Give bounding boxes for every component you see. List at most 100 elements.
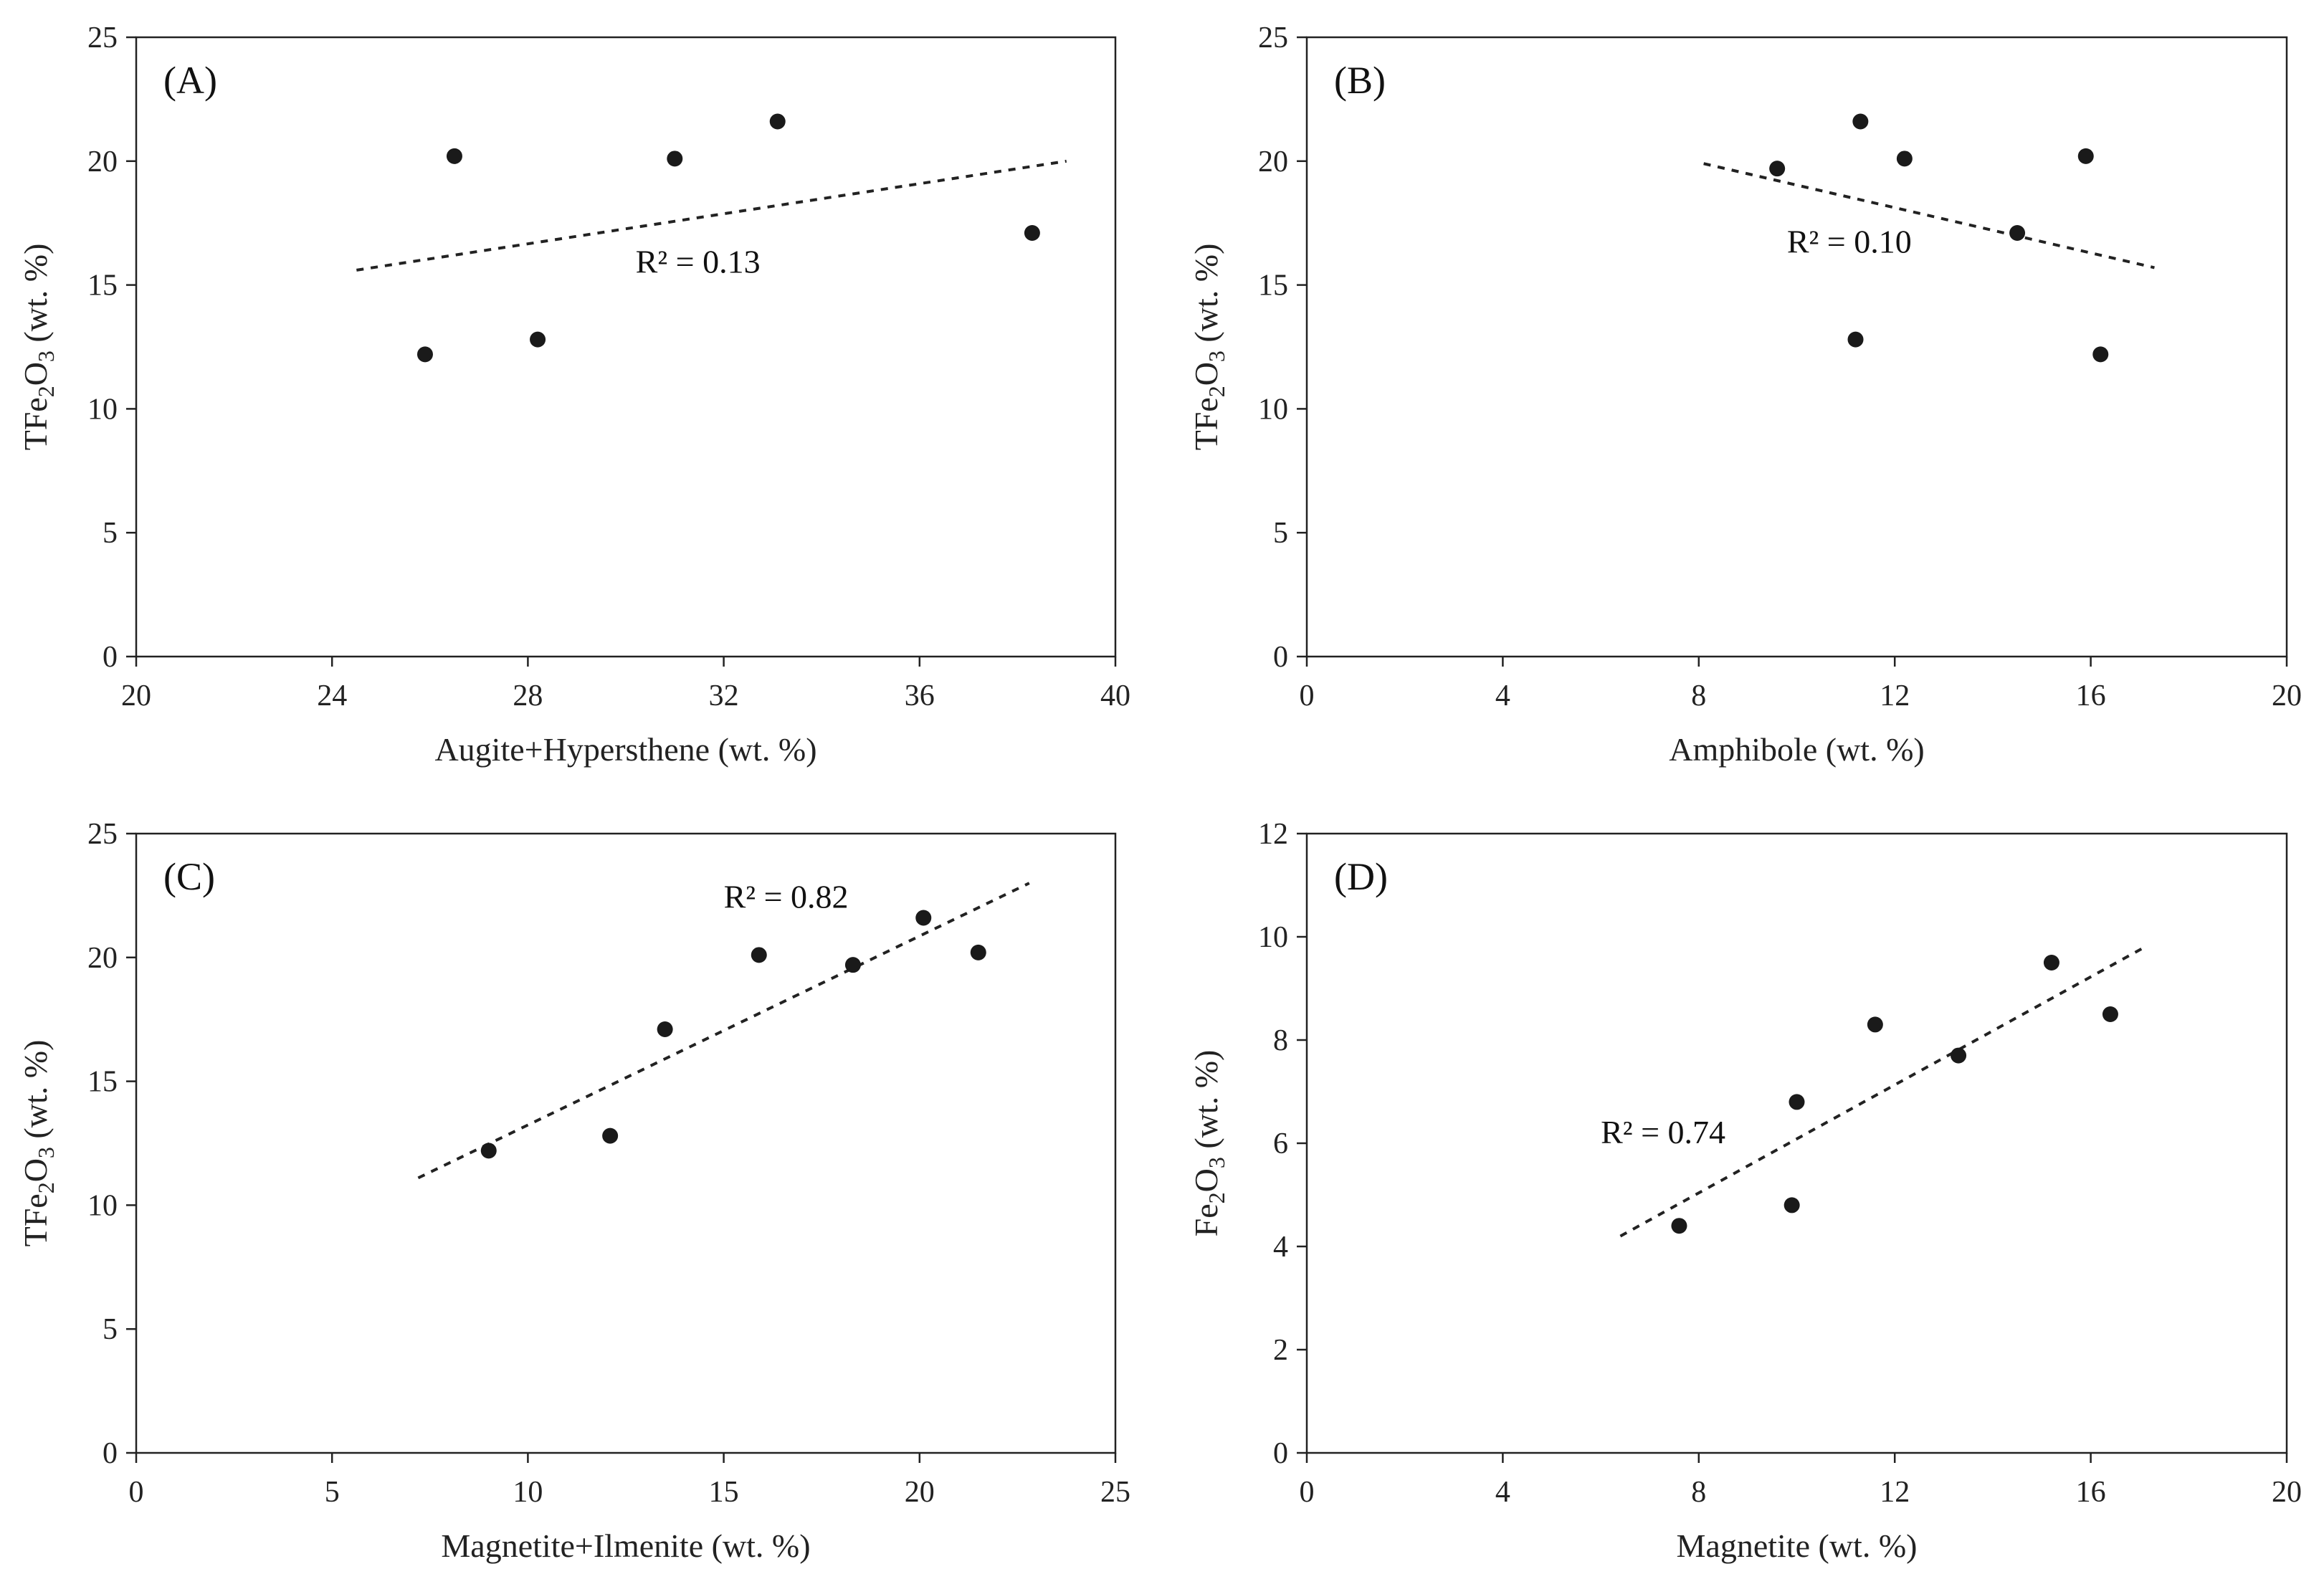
x-tick-label: 40 xyxy=(1100,679,1130,712)
data-point xyxy=(2102,1006,2118,1022)
y-axis-title-part: (wt. %) xyxy=(17,244,54,350)
data-point xyxy=(2077,148,2094,164)
data-point xyxy=(2043,955,2059,971)
x-axis-title: Augite+Hypersthene (wt. %) xyxy=(434,731,816,768)
panel-a: 20 24 28 32 36 400510152025Augite+Hypersthene… xyxy=(17,22,1130,768)
data-point xyxy=(446,148,462,164)
r-squared-label: R² = 0.82 xyxy=(724,879,849,915)
y-axis-title-part: O xyxy=(1188,1168,1224,1192)
x-tick-label: 20 xyxy=(905,1476,935,1509)
y-axis-title-part: O xyxy=(17,1158,54,1182)
data-point xyxy=(1867,1016,1883,1033)
y-tick-label: 20 xyxy=(87,942,118,975)
data-point xyxy=(2092,346,2109,363)
x-tick-label: 16 xyxy=(2076,1476,2106,1509)
data-point xyxy=(667,151,683,167)
x-tick-label: 28 xyxy=(513,679,543,712)
y-axis-title-part: O xyxy=(17,362,54,386)
y-tick-label: 10 xyxy=(1258,921,1288,954)
trend-line xyxy=(417,882,1030,1180)
y-tick-label: 15 xyxy=(87,1066,118,1099)
x-tick-label: 0 xyxy=(1300,1476,1315,1509)
plot-frame xyxy=(135,832,1117,1454)
x-tick-label: 12 xyxy=(1880,1476,1910,1509)
trend-line xyxy=(1619,945,2146,1238)
y-axis-title-part: Fe xyxy=(1188,1203,1224,1236)
y-tick-label: 10 xyxy=(87,393,118,426)
y-axis-title-part: 2 xyxy=(33,386,59,397)
data-point xyxy=(416,346,433,363)
y-axis-title-part: 3 xyxy=(1204,350,1229,362)
x-tick-label: 4 xyxy=(1495,679,1510,712)
data-point xyxy=(1789,1094,1805,1110)
data-point xyxy=(1671,1218,1687,1234)
y-tick-label: 15 xyxy=(1258,270,1288,302)
y-axis-title: Fe2O3 (wt. %) xyxy=(1188,1050,1229,1237)
y-tick-label: 0 xyxy=(1273,1437,1288,1470)
y-tick-label: 0 xyxy=(1273,641,1288,674)
y-axis-title-part: 3 xyxy=(33,350,59,362)
x-tick-label: 0 xyxy=(129,1476,144,1509)
r-squared-label: R² = 0.13 xyxy=(636,243,761,280)
trend-line xyxy=(356,159,1067,272)
y-axis-title: TFe2O3 (wt. %) xyxy=(17,1040,59,1247)
y-tick-label: 8 xyxy=(1273,1024,1288,1057)
y-axis-title: TFe2O3 (wt. %) xyxy=(1188,244,1229,451)
panel-label: (C) xyxy=(163,855,215,898)
y-axis-title-part: 2 xyxy=(1204,386,1229,397)
x-tick-label: 4 xyxy=(1495,1476,1510,1509)
data-point xyxy=(657,1021,673,1038)
data-point xyxy=(970,944,986,960)
x-tick-label: 20 xyxy=(121,679,151,712)
data-point xyxy=(751,947,767,963)
x-tick-label: 20 xyxy=(2272,679,2302,712)
x-tick-label: 24 xyxy=(317,679,347,712)
y-axis-title-part: (wt. %) xyxy=(1188,1050,1224,1157)
x-tick-label: 25 xyxy=(1100,1476,1130,1509)
x-tick-label: 32 xyxy=(709,679,739,712)
y-tick-label: 5 xyxy=(103,517,118,550)
data-point xyxy=(1784,1197,1800,1213)
y-tick-label: 15 xyxy=(87,270,118,302)
r-squared-label: R² = 0.10 xyxy=(1787,224,1912,260)
panel-label: (B) xyxy=(1334,59,1386,102)
x-tick-label: 36 xyxy=(905,679,935,712)
y-axis-title-part: O xyxy=(1188,362,1224,386)
y-axis-title-part: TFe xyxy=(17,1193,54,1246)
y-tick-label: 5 xyxy=(1273,517,1288,550)
y-axis-title-part: 3 xyxy=(1204,1157,1229,1168)
data-point xyxy=(602,1127,619,1144)
panel-c: 0 5 10 15 20 25 0 5 10 15 20 25 Magnetite+Ilmenite (… xyxy=(17,818,1130,1564)
y-axis-title-part: 2 xyxy=(1204,1192,1229,1203)
y-axis-title-part: TFe xyxy=(17,397,54,450)
x-tick-label: 20 xyxy=(2272,1476,2302,1509)
plot-frame xyxy=(1305,36,2288,658)
y-tick-label: 25 xyxy=(87,818,118,851)
y-tick-label: 5 xyxy=(103,1313,118,1346)
y-axis-title-part: (wt. %) xyxy=(17,1040,54,1147)
data-point xyxy=(1847,331,1864,348)
panel-b: 0 4 8 12 16 20 0 5 10 15 20 25 Amphibole (wt. %) TFe2… xyxy=(1188,22,2302,768)
plot-frame xyxy=(135,36,1117,658)
trend-line xyxy=(1703,162,2155,270)
panel-label: (A) xyxy=(163,59,217,102)
data-point xyxy=(1896,151,1913,167)
y-axis-title-part: 3 xyxy=(33,1147,59,1158)
x-tick-label: 8 xyxy=(1691,1476,1706,1509)
y-tick-label: 20 xyxy=(87,146,118,178)
y-axis-title-part: (wt. %) xyxy=(1188,244,1224,350)
y-tick-label: 0 xyxy=(103,1437,118,1470)
x-tick-label: 16 xyxy=(2076,679,2106,712)
data-point xyxy=(1769,161,1786,177)
y-axis-title: TFe2O3 (wt. %) xyxy=(17,244,59,451)
x-tick-label: 12 xyxy=(1880,679,1910,712)
y-tick-label: 20 xyxy=(1258,146,1288,178)
data-point xyxy=(915,910,932,926)
data-point xyxy=(844,957,861,973)
x-tick-label: 15 xyxy=(709,1476,739,1509)
data-point xyxy=(769,113,786,130)
y-axis-title-part: TFe xyxy=(1188,397,1224,450)
data-point xyxy=(480,1143,497,1159)
